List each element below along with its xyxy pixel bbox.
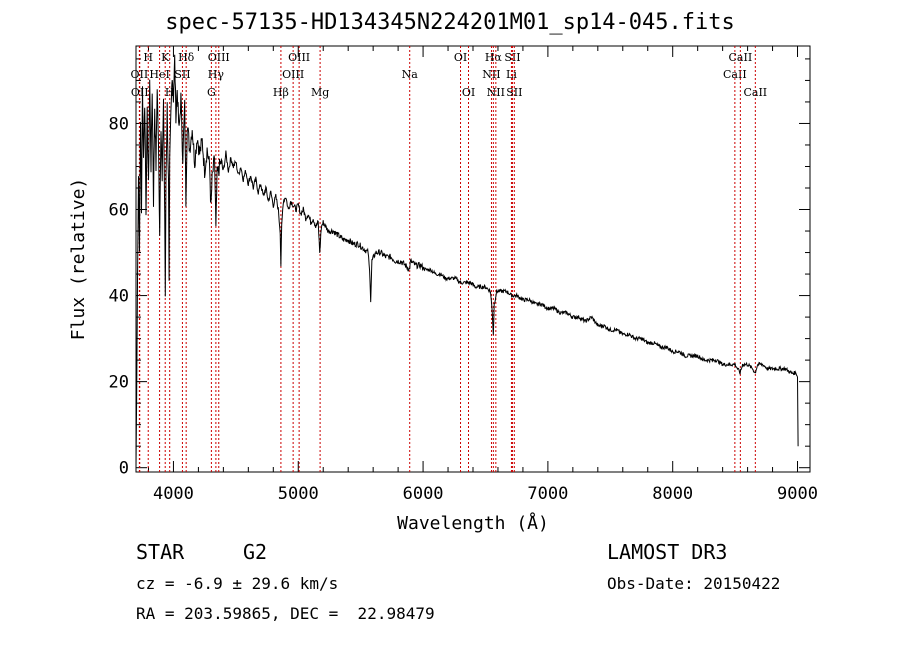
spectral-line-label: NII xyxy=(482,68,500,81)
spectral-line-label: Hδ xyxy=(178,51,195,64)
y-tick-label: 20 xyxy=(109,373,129,393)
spectral-line-label: Hβ xyxy=(273,86,289,99)
survey-label: LAMOST DR3 xyxy=(607,540,728,564)
spectral-line-label: K xyxy=(161,51,170,64)
object-subclass: G2 xyxy=(243,540,268,564)
spectral-line-label: H xyxy=(143,51,153,64)
coordinates-readout: RA = 203.59865, DEC = 22.98479 xyxy=(136,604,435,623)
x-tick-label: 9000 xyxy=(777,484,818,504)
y-axis-label: Flux (relative) xyxy=(68,178,89,341)
object-class: STAR xyxy=(136,540,185,564)
spectral-line-label: OIII xyxy=(208,51,230,64)
spectrum-line xyxy=(135,54,799,468)
spectral-line-label: CaII xyxy=(729,51,753,64)
spectral-line-label: OI xyxy=(454,51,467,64)
spectral-line-label: OII xyxy=(131,86,149,99)
spectral-line-label: OIII xyxy=(288,51,310,64)
redshift-readout: cz = -6.9 ± 29.6 km/s xyxy=(136,574,339,593)
spectral-line-label: Hγ xyxy=(208,68,225,81)
spectral-line-label: G xyxy=(207,86,216,99)
x-tick-label: 6000 xyxy=(403,484,444,504)
spectral-line-label: CaII xyxy=(723,68,747,81)
spectral-line-label: Na xyxy=(402,68,419,81)
spectral-line-label: SII xyxy=(504,51,520,64)
x-tick-label: 8000 xyxy=(652,484,693,504)
chart-title: spec-57135-HD134345N224201M01_sp14-045.f… xyxy=(165,10,735,35)
spectral-line-label: HeI xyxy=(149,68,169,81)
observation-date: Obs-Date: 20150422 xyxy=(607,574,781,593)
spectral-line-label: OIII xyxy=(282,68,304,81)
spectral-line-label: NII xyxy=(487,86,505,99)
spectral-line-label: OI xyxy=(462,86,475,99)
y-tick-label: 0 xyxy=(119,459,129,479)
x-axis-label: Wavelength (Å) xyxy=(397,512,549,534)
x-tick-label: 4000 xyxy=(153,484,194,504)
x-tick-label: 5000 xyxy=(278,484,319,504)
x-tick-label: 7000 xyxy=(527,484,568,504)
spectral-line-label: H xyxy=(165,86,175,99)
y-tick-label: 40 xyxy=(109,287,129,307)
spectral-line-label: Li xyxy=(506,68,517,81)
y-tick-label: 80 xyxy=(109,114,129,134)
spectral-line-label: SII xyxy=(506,86,522,99)
spectral-line-label: CaII xyxy=(743,86,767,99)
y-tick-label: 60 xyxy=(109,201,129,221)
spectral-line-label: Mg xyxy=(311,86,329,99)
spectral-line-label: Hα xyxy=(485,51,503,64)
plot-frame xyxy=(135,45,811,473)
spectral-line-label: SII xyxy=(174,68,190,81)
